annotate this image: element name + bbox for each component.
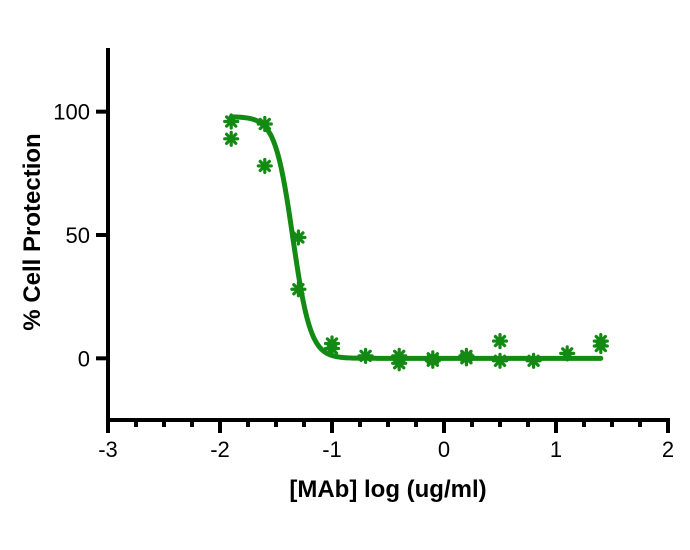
x-tick-label: 1 xyxy=(550,437,562,462)
data-point-marker xyxy=(290,229,307,246)
data-point-marker xyxy=(223,130,240,147)
data-point-marker xyxy=(256,115,273,133)
data-point-marker xyxy=(525,352,542,369)
data-point-marker xyxy=(290,281,307,298)
data-point-marker xyxy=(256,157,273,175)
x-tick-label: -2 xyxy=(210,437,230,462)
x-tick-label: 0 xyxy=(438,437,450,462)
data-point-marker xyxy=(592,337,609,355)
data-points-layer xyxy=(223,113,609,372)
data-point-marker xyxy=(559,345,576,362)
data-point-marker xyxy=(491,352,509,369)
y-tick-label: 50 xyxy=(66,223,90,248)
fit-curve xyxy=(228,114,604,361)
data-point-marker xyxy=(491,332,509,350)
x-axis-title: [MAb] log (ug/ml) xyxy=(289,476,486,503)
y-tick-label: 0 xyxy=(78,346,90,371)
data-point-marker xyxy=(391,355,408,372)
y-axis-title: % Cell Protection xyxy=(19,133,46,330)
data-point-marker xyxy=(357,347,374,364)
data-point-marker xyxy=(458,350,475,367)
x-tick-label: -1 xyxy=(322,437,342,462)
x-axis: -3 -2 -1 0 1 2 xyxy=(98,418,674,462)
data-point-marker xyxy=(223,113,240,130)
data-point-marker xyxy=(323,340,341,357)
fit-curve-layer xyxy=(228,114,604,361)
x-tick-label: 2 xyxy=(662,437,674,462)
y-tick-label: 100 xyxy=(53,100,90,125)
data-point-marker xyxy=(424,352,441,369)
y-axis: 0 50 100 xyxy=(53,48,110,422)
x-tick-label: -3 xyxy=(98,437,118,462)
